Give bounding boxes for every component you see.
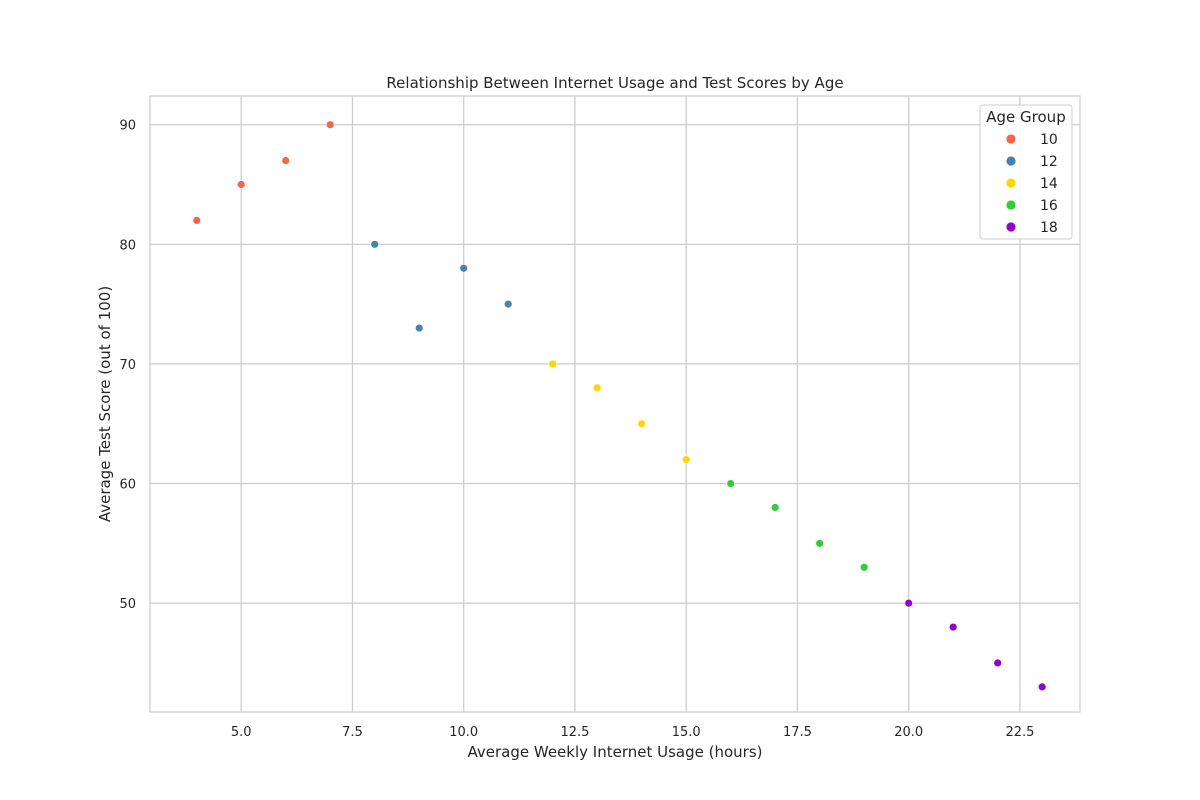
legend: Age Group 10 12 14 16 18	[979, 104, 1073, 240]
data-point-age-18	[993, 658, 1003, 668]
data-point-age-16	[859, 562, 869, 572]
data-point-age-12	[459, 263, 469, 273]
legend-entries: 10 12 14 16 18	[1005, 132, 1058, 236]
data-point-age-10	[236, 180, 246, 189]
x-tick-label: 15.0	[672, 725, 701, 740]
chart-title: Relationship Between Internet Usage and …	[386, 74, 843, 92]
plot-area-frame	[149, 95, 1081, 713]
x-tick-label: 10.0	[449, 725, 478, 740]
legend-marker	[1005, 133, 1017, 145]
data-point-age-14	[592, 383, 602, 393]
data-point-age-12	[370, 239, 380, 249]
data-points	[192, 120, 1047, 692]
data-point-age-16	[815, 538, 825, 548]
data-point-age-16	[770, 503, 780, 512]
x-tick-label: 22.5	[1005, 725, 1034, 740]
data-point-age-16	[726, 479, 736, 488]
y-tick-label: 90	[119, 119, 136, 134]
legend-box	[979, 104, 1073, 240]
y-axis-label: Average Test Score (out of 100)	[96, 286, 114, 522]
legend-marker	[1005, 221, 1017, 233]
x-axis-ticks: 5.0 7.5 10.0 12.5 15.0 17.5 20.0 22.5	[231, 725, 1035, 740]
data-point-age-14	[548, 359, 558, 369]
x-tick-label: 17.5	[783, 725, 812, 740]
legend-label: 18	[1040, 220, 1058, 236]
x-tick-label: 7.5	[342, 725, 363, 740]
y-tick-label: 60	[119, 478, 136, 493]
data-point-age-10	[192, 215, 202, 225]
y-tick-label: 80	[119, 238, 136, 253]
x-tick-label: 12.5	[560, 725, 589, 740]
x-tick-label: 5.0	[231, 725, 252, 740]
legend-label: 14	[1040, 176, 1058, 192]
data-point-age-14	[637, 419, 647, 429]
data-point-age-18	[948, 622, 958, 632]
data-point-age-10	[325, 120, 335, 130]
legend-marker	[1005, 199, 1017, 211]
legend-marker	[1005, 155, 1017, 167]
legend-label: 16	[1040, 198, 1058, 214]
data-point-age-12	[414, 323, 424, 333]
legend-label: 12	[1040, 154, 1058, 170]
data-point-age-18	[1037, 682, 1047, 692]
data-point-age-10	[281, 156, 291, 165]
y-tick-label: 70	[119, 358, 136, 373]
legend-title: Age Group	[986, 108, 1065, 126]
y-tick-label: 50	[119, 597, 136, 612]
x-axis-label: Average Weekly Internet Usage (hours)	[468, 743, 763, 761]
y-axis-ticks: 50 60 70 80 90	[119, 119, 136, 612]
data-point-age-12	[503, 299, 513, 309]
data-point-age-14	[681, 455, 691, 465]
data-point-age-18	[904, 598, 914, 608]
legend-marker	[1005, 177, 1017, 189]
x-tick-label: 20.0	[894, 725, 923, 740]
legend-label: 10	[1040, 132, 1058, 148]
